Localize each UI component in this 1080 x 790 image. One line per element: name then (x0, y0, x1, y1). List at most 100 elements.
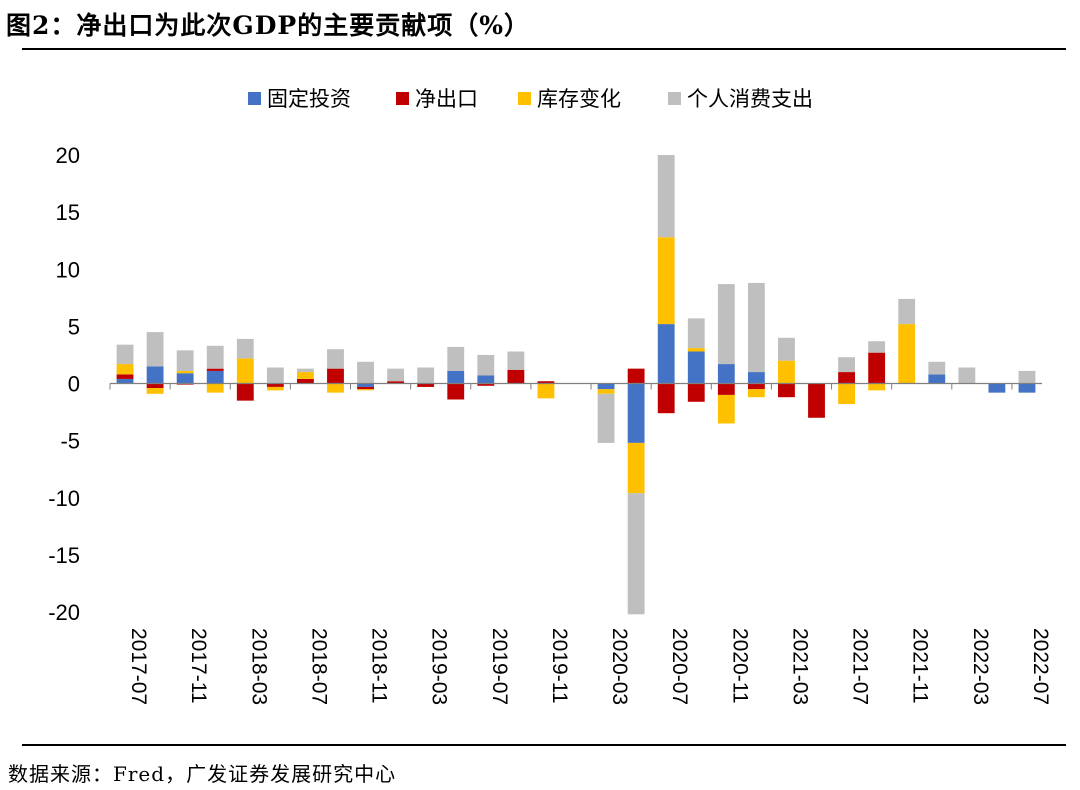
y-tick-label: 20 (56, 143, 80, 168)
bar-segment (417, 367, 435, 384)
y-tick-label: 10 (56, 257, 80, 282)
bar-segment (297, 372, 314, 379)
bar-segment (808, 383, 825, 418)
bar-segment (597, 393, 615, 443)
bar-segment (327, 383, 344, 393)
bar-segment (266, 367, 284, 384)
chart: 固定投资 净出口 库存变化 个人消费支出 20 15 10 5 0 -5 -10 -15 -20 20… (48, 87, 1052, 705)
x-tick-label: 2020-03 (608, 628, 631, 705)
bar-segment (838, 383, 855, 405)
bar-segment (657, 324, 675, 384)
bar-segment (297, 368, 314, 373)
legend-swatch (248, 92, 261, 105)
bar-segment (297, 378, 314, 384)
bar-segment (477, 375, 495, 384)
bar-segment (116, 374, 134, 379)
legend: 固定投资 净出口 库存变化 个人消费支出 (248, 87, 813, 111)
bar-segment (717, 284, 735, 365)
x-axis-ticks: 2017-07 2017-11 2018-03 2018-07 2018-11 2019-… (109, 383, 1052, 705)
bar-segment (447, 370, 465, 384)
x-tick-label: 2018-11 (368, 628, 391, 704)
bar-segment (176, 370, 194, 374)
x-tick-label: 2019-03 (428, 628, 451, 705)
bar-segment (747, 383, 765, 390)
bar-segment (206, 368, 224, 371)
x-tick-label: 2020-07 (668, 628, 691, 705)
bar-segment (627, 442, 645, 494)
bar-segment (417, 383, 435, 387)
bar-segment (928, 374, 946, 384)
bar-segment (868, 383, 886, 391)
y-tick-label: -10 (48, 486, 80, 511)
bar-segment (387, 368, 405, 382)
x-tick-label: 2022-07 (1029, 628, 1052, 705)
bar-segment (327, 368, 344, 384)
bar-segment (507, 351, 525, 370)
bar-segment (747, 372, 765, 384)
x-tick-label: 2018-03 (247, 628, 270, 705)
bar-segment (778, 383, 795, 398)
bar-segment (146, 388, 164, 394)
bar-segment (206, 383, 224, 393)
bar-segment (357, 361, 374, 384)
title-bar (22, 6, 1066, 50)
bar-segment (717, 364, 735, 384)
bar-segment (717, 394, 735, 424)
legend-swatch (668, 92, 681, 105)
source-bar (22, 744, 1066, 746)
y-tick-label: -20 (48, 600, 80, 625)
bar-segment (657, 383, 675, 414)
y-tick-label: -5 (60, 429, 80, 454)
bars (116, 155, 1036, 615)
bar-segment (627, 368, 645, 384)
y-axis-ticks: 20 15 10 5 0 -5 -10 -15 -20 (48, 143, 80, 625)
bar-segment (537, 383, 555, 399)
bar-segment (236, 358, 254, 384)
bar-segment (236, 383, 254, 401)
bar-segment (266, 386, 284, 391)
bar-segment (327, 349, 344, 369)
bar-segment (898, 298, 916, 325)
bar-segment (146, 366, 164, 384)
bar-segment (868, 341, 886, 353)
y-tick-label: 15 (56, 200, 80, 225)
bar-segment (357, 383, 374, 387)
bar-segment (116, 344, 134, 365)
bar-segment (898, 324, 916, 384)
x-tick-label: 2021-03 (788, 628, 811, 705)
y-tick-label: -15 (48, 543, 80, 568)
bar-segment (717, 383, 735, 395)
x-tick-label: 2022-03 (969, 628, 992, 705)
legend-swatch (396, 92, 409, 105)
legend-label: 净出口 (415, 87, 478, 111)
bar-segment (657, 237, 675, 325)
bar-segment (868, 352, 886, 384)
legend-label: 固定投资 (267, 87, 351, 111)
bar-segment (116, 378, 134, 384)
x-tick-label: 2019-07 (488, 628, 511, 705)
bar-segment (1018, 370, 1036, 384)
source-note: 数据来源：Fred，广发证券发展研究中心 (8, 762, 397, 786)
legend-label: 库存变化 (537, 87, 621, 111)
bar-segment (597, 383, 615, 390)
bar-segment (747, 389, 765, 398)
bar-segment (988, 383, 1006, 393)
bar-segment (116, 364, 134, 375)
bar-segment (1018, 383, 1036, 393)
bar-segment (928, 361, 946, 375)
legend-label: 个人消费支出 (687, 87, 813, 111)
x-tick-label: 2021-07 (849, 628, 872, 705)
bar-segment (176, 373, 194, 384)
legend-swatch (518, 92, 531, 105)
y-tick-label: 0 (68, 372, 80, 397)
bar-segment (206, 345, 224, 369)
x-tick-label: 2018-07 (307, 628, 330, 705)
bar-segment (447, 383, 465, 400)
bar-segment (387, 381, 405, 384)
bar-segment (477, 383, 495, 386)
bar-segment (627, 493, 645, 615)
x-tick-label: 2020-11 (728, 628, 751, 704)
bar-segment (507, 369, 525, 384)
bar-segment (176, 350, 194, 371)
bar-segment (146, 383, 164, 389)
